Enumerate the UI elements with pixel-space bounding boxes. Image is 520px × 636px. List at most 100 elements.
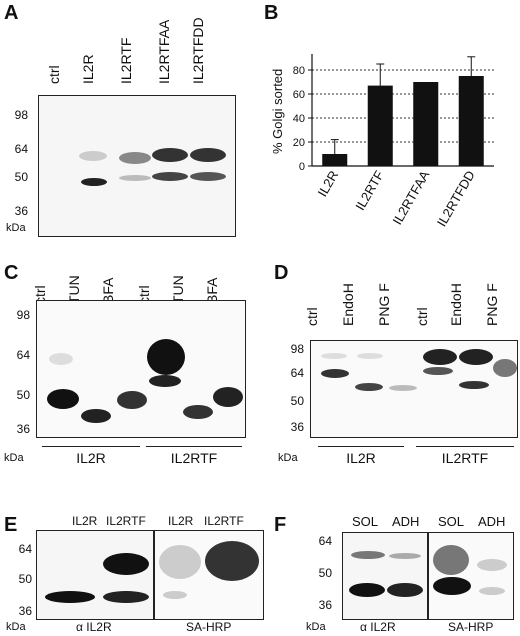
group-label-d-1: IL2RTF [441,450,489,466]
blot-f-1 [342,532,428,620]
lane-label-a-2: IL2RTF [118,37,134,84]
panel-letter-d: D [274,262,289,284]
band [389,385,417,391]
band [81,178,107,186]
panel-letter-e: E [4,514,18,536]
band [213,387,243,407]
unit-a: kDa [6,222,26,234]
detection-label-e-0: α IL2R [76,620,112,634]
lane-label-e-1: IL2RTF [106,514,146,528]
bar [413,82,439,166]
panel-letter-b: B [264,2,279,24]
marker-f-50: 50 [318,566,332,580]
marker-e-64: 64 [18,542,32,556]
unit-d: kDa [278,452,298,464]
marker-e-50: 50 [18,572,32,586]
band [477,559,507,571]
marker-c-50: 50 [16,388,30,402]
band [190,172,226,181]
band [117,391,147,409]
band [479,587,505,595]
blot-f-2 [428,532,514,620]
band [351,551,385,559]
marker-d-64: 64 [290,366,304,380]
marker-d-98: 98 [290,342,304,356]
y-tick-label: 0 [299,161,305,173]
lane-label-e-2: IL2R [168,514,194,528]
band [205,541,259,581]
detection-label-f-1: SA-HRP [448,620,494,634]
group-label-c-0: IL2R [76,450,106,466]
band [321,353,347,359]
band [493,359,517,377]
group-label-d-0: IL2R [346,450,376,466]
band [152,148,188,162]
band [423,367,453,375]
panel-letter-a: A [4,2,19,24]
marker-f-64: 64 [318,534,332,548]
unit-f: kDa [306,621,326,633]
bar [458,76,484,166]
band [119,152,151,164]
marker-e-36: 36 [18,604,32,618]
lane-label-a-3: IL2RTFAA [156,19,172,84]
y-tick-label: 40 [293,113,305,125]
band [423,349,457,365]
panel-letter-c: C [4,262,19,284]
marker-a-36: 36 [14,204,28,218]
band [190,148,226,162]
band [79,151,107,161]
lane-label-e-0: IL2R [72,514,98,528]
band [357,353,383,359]
band [321,369,349,378]
band [149,375,181,387]
group-line-c-1 [146,446,242,447]
y-tick-label: 20 [293,137,305,149]
group-label-c-1: IL2RTF [170,450,218,466]
band [433,577,471,595]
lane-label-d-4: EndoH [448,283,464,326]
lane-label-f-0: SOL [352,514,379,529]
marker-a-98: 98 [14,108,28,122]
lane-label-a-4: IL2RTFDD [190,17,206,84]
group-line-d-0 [318,446,404,447]
marker-a-64: 64 [14,142,28,156]
blot-e-2 [154,530,264,620]
marker-c-36: 36 [16,422,30,436]
golgi-sorted-bar-chart: 0 20 40 60 80 % Golgi sorted IL2R IL2RTF IL2RTFA… [270,54,494,229]
band [45,591,95,603]
x-tick-label: IL2R [315,168,342,199]
band [459,381,489,389]
lane-label-d-2: PNG F [376,283,392,326]
marker-d-36: 36 [290,420,304,434]
bar [322,154,348,166]
blot-a [38,95,236,237]
band [147,339,185,375]
lane-label-d-0: ctrl [304,307,320,326]
band [81,409,111,423]
band [355,383,383,391]
group-line-d-1 [416,446,514,447]
band [433,545,469,575]
marker-c-64: 64 [16,348,30,362]
detection-label-f-0: α IL2R [360,620,396,634]
lane-label-e-3: IL2RTF [204,514,244,528]
band [349,583,385,597]
lane-label-f-1: ADH [392,514,420,529]
blot-c [36,300,246,438]
lane-label-f-2: SOL [438,514,465,529]
x-tick-label: IL2RTFDD [434,168,478,229]
marker-f-36: 36 [318,598,332,612]
blot-e-1 [36,530,154,620]
marker-a-50: 50 [14,170,28,184]
unit-c: kDa [4,452,24,464]
lane-label-a-0: ctrl [46,65,62,84]
y-tick-label: 80 [293,65,305,77]
band [459,349,493,365]
y-tick-label: 60 [293,89,305,101]
band [49,353,73,365]
group-line-c-0 [42,446,140,447]
band [152,172,188,181]
x-tick-label: IL2RTF [352,168,387,213]
x-tick-label: IL2RTFAA [389,168,432,228]
